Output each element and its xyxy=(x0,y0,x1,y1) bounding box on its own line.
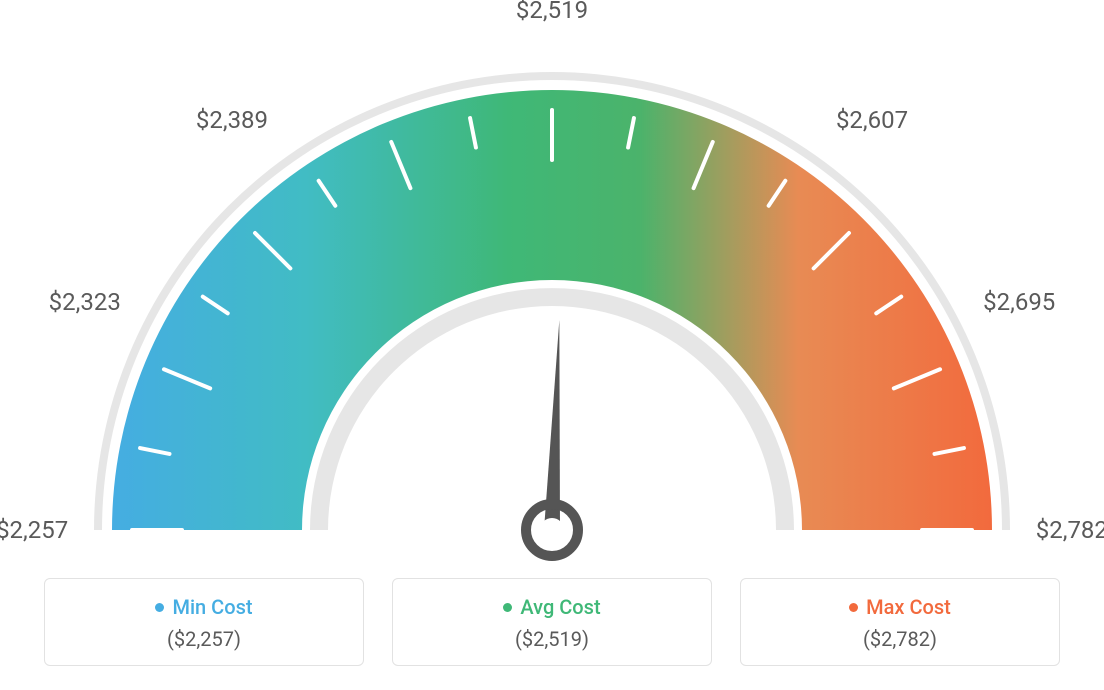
legend-value-min: ($2,257) xyxy=(63,627,345,651)
legend-card-max: Max Cost ($2,782) xyxy=(740,578,1060,666)
gauge-tick-label: $2,782 xyxy=(1036,516,1104,544)
dot-icon xyxy=(849,603,858,612)
gauge-tick-label: $2,607 xyxy=(836,106,908,134)
gauge-tick-label: $2,519 xyxy=(516,0,588,24)
dot-icon xyxy=(155,603,164,612)
gauge-tick-label: $2,257 xyxy=(0,516,68,544)
legend-title-text: Min Cost xyxy=(172,595,252,619)
dot-icon xyxy=(503,603,512,612)
legend-value-max: ($2,782) xyxy=(759,627,1041,651)
legend-title-max: Max Cost xyxy=(849,595,951,619)
legend-title-avg: Avg Cost xyxy=(503,595,600,619)
legend-card-min: Min Cost ($2,257) xyxy=(44,578,364,666)
legend-row: Min Cost ($2,257) Avg Cost ($2,519) Max … xyxy=(0,578,1104,666)
legend-value-avg: ($2,519) xyxy=(411,627,693,651)
legend-title-text: Max Cost xyxy=(866,595,951,619)
legend-title-text: Avg Cost xyxy=(520,595,600,619)
legend-title-min: Min Cost xyxy=(155,595,252,619)
gauge-tick-label: $2,695 xyxy=(983,288,1055,316)
legend-card-avg: Avg Cost ($2,519) xyxy=(392,578,712,666)
gauge-chart: $2,257 $2,323 $2,389 $2,519 $2,607 $2,695 $2,7… xyxy=(0,0,1104,560)
gauge-tick-label: $2,323 xyxy=(49,288,121,316)
gauge-svg xyxy=(0,30,1104,590)
gauge-tick-label: $2,389 xyxy=(196,106,268,134)
